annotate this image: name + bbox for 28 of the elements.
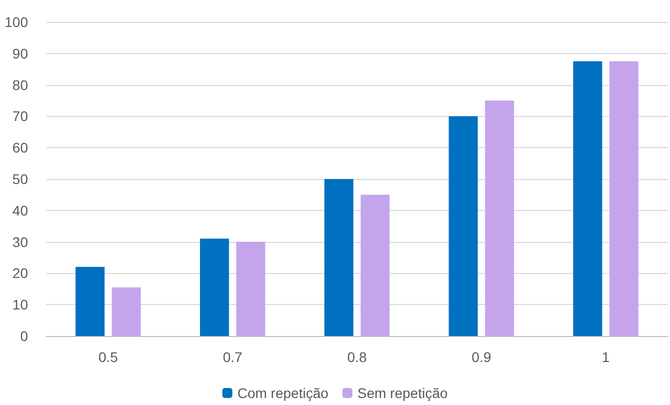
y-tick-label: 90	[12, 45, 28, 62]
y-tick-label: 70	[12, 108, 28, 124]
bar	[200, 238, 229, 336]
bar	[573, 61, 602, 336]
bar	[360, 194, 390, 336]
x-tick-label: 1	[602, 349, 610, 365]
y-tick-label: 20	[12, 265, 28, 282]
legend-label: Com repetição	[237, 385, 329, 401]
x-tick-label: 0.5	[98, 349, 118, 365]
y-tick-label: 10	[12, 296, 28, 313]
y-tick-label: 0	[20, 328, 28, 344]
bar	[236, 242, 266, 336]
y-tick-label: 50	[12, 171, 28, 187]
y-tick-label: 100	[4, 14, 28, 30]
x-tick-label: 0.9	[472, 349, 492, 365]
y-tick-label: 30	[12, 234, 28, 250]
x-tick-label: 0.8	[347, 349, 367, 365]
y-tick-label: 80	[12, 76, 28, 93]
bar	[485, 100, 514, 336]
legend-label: Sem repetição	[357, 385, 448, 401]
y-tick-label: 40	[12, 202, 28, 218]
bar	[76, 266, 105, 336]
x-tick-label: 0.7	[222, 349, 243, 365]
y-tick-label: 60	[12, 140, 28, 156]
bar	[324, 179, 354, 336]
bar	[448, 116, 478, 336]
bar	[112, 287, 141, 336]
bar	[609, 61, 638, 336]
